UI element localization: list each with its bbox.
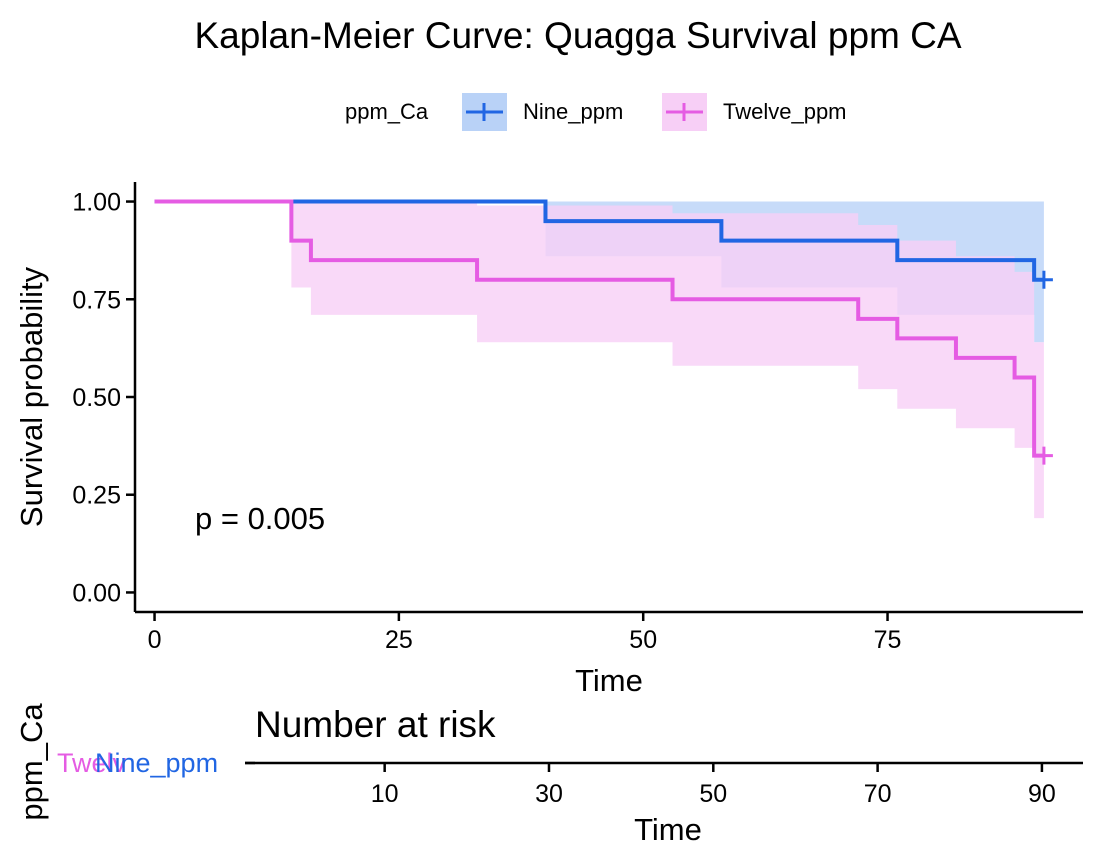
y-tick-label: 0.75 <box>72 286 121 314</box>
chart-title: Kaplan-Meier Curve: Quagga Survival ppm … <box>194 15 961 56</box>
risk-table-stratum-nine-ppm: Nine_ppm <box>95 748 218 778</box>
p-value-annotation: p = 0.005 <box>195 501 325 536</box>
survival-curves <box>154 199 1044 458</box>
x-tick-label: 75 <box>874 626 902 654</box>
risk-table-x-axis-label: Time <box>634 812 702 842</box>
survival-curve-twelve-ppm <box>154 199 1044 458</box>
x-tick-label: 25 <box>385 626 413 654</box>
survival-plot: 0 25 50 75 0.00 0.25 0.50 0.75 1.00 Time Surviv… <box>14 182 1083 698</box>
risk-table: Number at risk ppm_Ca Twelv Nine_ppm 10 3… <box>14 703 1083 842</box>
confidence-bands <box>154 201 1044 519</box>
risk-table-stratum-twelve-ppm: Twelv <box>57 748 127 778</box>
x-axis-label: Time <box>575 663 643 698</box>
risk-table-x-tick-label: 50 <box>699 780 727 808</box>
risk-table-x-tick-label: 70 <box>864 780 892 808</box>
y-tick-label: 0.50 <box>72 384 121 412</box>
censor-mark <box>1034 446 1053 465</box>
risk-table-title: Number at risk <box>255 704 496 745</box>
legend-label-nine-ppm: Nine_ppm <box>523 99 623 124</box>
legend: ppm_Ca Nine_ppm Twelve_ppm <box>345 93 847 131</box>
x-tick-label: 0 <box>148 626 162 654</box>
y-tick-label: 0.25 <box>72 482 121 510</box>
risk-table-x-tick-label: 30 <box>535 780 563 808</box>
x-axis-ticks: 0 25 50 75 <box>148 612 902 654</box>
survival-curve-nine-ppm <box>154 199 1044 282</box>
y-axis-ticks: 0.00 0.25 0.50 0.75 1.00 <box>72 189 135 607</box>
y-axis-label: Survival probability <box>14 266 49 527</box>
legend-label-twelve-ppm: Twelve_ppm <box>723 99 847 124</box>
legend-title: ppm_Ca <box>345 99 429 124</box>
risk-table-x-tick-label: 90 <box>1028 780 1056 808</box>
censor-mark <box>1034 270 1053 289</box>
censor-marks <box>1034 270 1053 465</box>
risk-table-y-axis-label: ppm_Ca <box>14 703 49 821</box>
x-tick-label: 50 <box>629 626 657 654</box>
risk-table-x-axis-ticks: 10 30 50 70 90 <box>371 763 1056 808</box>
y-tick-label: 0.00 <box>72 579 121 607</box>
confidence-band-twelve-ppm <box>154 201 1044 519</box>
risk-table-x-tick-label: 10 <box>371 780 399 808</box>
y-tick-label: 1.00 <box>72 189 121 217</box>
